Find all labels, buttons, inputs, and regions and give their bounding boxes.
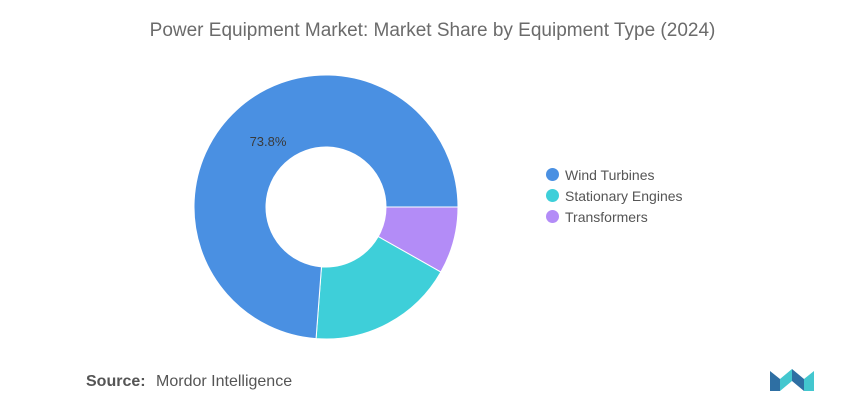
legend-swatch [546, 168, 559, 181]
mordor-intelligence-logo-icon [770, 369, 814, 391]
source-note: Source: Mordor Intelligence [86, 373, 292, 391]
source-label: Source: [86, 373, 146, 390]
slice-stationary-engines[interactable] [315, 235, 442, 340]
chart-title: Power Equipment Market: Market Share by … [149, 20, 716, 41]
legend-item-wind-turbines[interactable]: Wind Turbines [546, 164, 683, 185]
slice-wind-turbines[interactable] [193, 74, 459, 340]
legend-item-transformers[interactable]: Transformers [546, 206, 683, 227]
legend-item-stationary-engines[interactable]: Stationary Engines [546, 185, 683, 206]
data-label: 73.8% [250, 134, 287, 149]
legend-label: Wind Turbines [565, 166, 655, 183]
legend-label: Transformers [565, 208, 648, 225]
legend-swatch [546, 210, 559, 223]
source-text: Mordor Intelligence [156, 373, 293, 390]
legend-swatch [546, 189, 559, 202]
legend-label: Stationary Engines [565, 187, 683, 204]
legend: Wind Turbines Stationary Engines Transfo… [546, 164, 683, 227]
